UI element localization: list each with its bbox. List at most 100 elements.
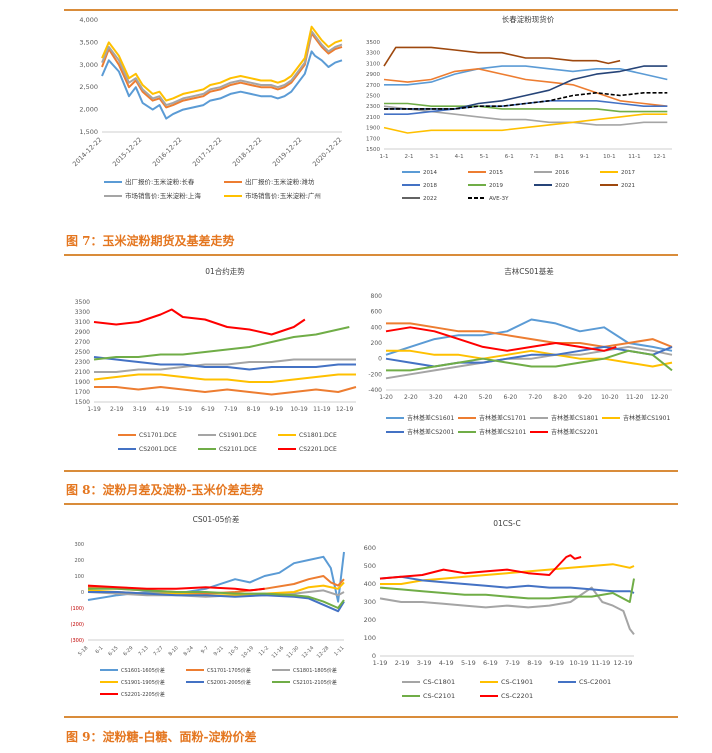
x-tick-label: 11-1 — [628, 154, 640, 160]
y-tick-label: (300) — [71, 638, 84, 644]
legend-entry: 吉林基差CS1601 — [407, 414, 454, 422]
series-line-9 — [384, 92, 668, 110]
chart-title: 01合约走势 — [205, 266, 245, 276]
legend-entry: 2015 — [489, 170, 503, 176]
y-tick-label: 2500 — [75, 349, 90, 356]
legend-entry: CS2201-2205价差 — [121, 691, 165, 698]
chart-jilin-basis: 吉林CS01基差 -400 -200 0 200 400 600 800 1-20 2-20 3-2… — [368, 266, 673, 436]
x-tick-label: 10-1 — [603, 154, 615, 160]
legend-entry: 2016 — [555, 170, 569, 176]
legend-entry: CS2101.DCE — [219, 446, 257, 453]
legend-entry: 2022 — [423, 196, 437, 202]
y-tick-label: 3,500 — [79, 38, 98, 46]
series-line-0 — [87, 551, 345, 603]
series-line-3 — [386, 349, 673, 368]
legend-entry: CS1701-1705价差 — [207, 667, 251, 674]
y-tick-label: 2300 — [366, 104, 380, 110]
series-line-2 — [379, 575, 635, 594]
y-tick-label: 3500 — [75, 299, 90, 306]
x-tick-label: 9-19 — [549, 659, 564, 667]
y-tick-label: 200 — [371, 340, 383, 347]
x-tick-label: 7-27 — [152, 645, 164, 657]
y-tick-label: 2700 — [366, 83, 380, 89]
y-tick-label: 2900 — [75, 329, 90, 336]
y-tick-label: 500 — [364, 562, 376, 570]
series-line-0 — [94, 386, 357, 396]
x-tick-label: 5-20 — [479, 394, 493, 401]
series-line-4 — [93, 326, 350, 361]
x-tick-label: 5-19 — [461, 659, 476, 667]
x-tick-label: 1-19 — [373, 659, 388, 667]
x-tick-label: 2-19 — [110, 406, 124, 413]
x-tick-label: 3-19 — [417, 659, 432, 667]
rule-8a — [64, 470, 678, 472]
legend-entry: CS1901-1905价差 — [121, 679, 165, 686]
legend-entry: CS-C2201 — [501, 692, 533, 700]
y-tick-label: 2100 — [75, 369, 90, 376]
x-tick-label: 7-20 — [528, 394, 542, 401]
x-tick-label: 11-19 — [591, 659, 610, 667]
series-line-5 — [386, 349, 673, 372]
x-tick-label: 10-19 — [569, 659, 588, 667]
x-tick-label: 9-21 — [213, 645, 225, 657]
series-line-5 — [88, 587, 345, 609]
y-tick-label: 600 — [364, 544, 376, 552]
x-tick-label: 10-19 — [290, 406, 308, 413]
legend-entry: 吉林基差CS2001 — [407, 428, 454, 436]
y-tick-label: 1500 — [75, 399, 90, 406]
legend-entry: CS1901.DCE — [219, 432, 257, 439]
x-tick-label: 12-19 — [336, 406, 354, 413]
series-line-4 — [88, 591, 345, 613]
y-tick-label: 2100 — [366, 115, 380, 121]
chart-changchun-spot: 长春淀粉现货价 1500 1700 1900 2100 2300 2500 2700 2900 3… — [366, 14, 672, 202]
legend-entry: 市场销售价:玉米淀粉:上海 — [125, 191, 201, 200]
chart-title: CS01-05价差 — [193, 514, 240, 524]
x-tick-label: 10-5 — [228, 645, 240, 657]
x-tick-label: 6-29 — [122, 645, 134, 657]
x-tick-label: 4-20 — [454, 394, 468, 401]
x-tick-label: 2020-12-22 — [311, 136, 343, 168]
rule-7 — [64, 254, 678, 256]
chart-title: 长春淀粉现货价 — [502, 14, 555, 24]
y-tick-label: 300 — [74, 542, 84, 548]
x-tick-label: 2014-12-22 — [71, 136, 103, 168]
legend-entry: 吉林基差CS1701 — [479, 414, 526, 422]
chart-title: 吉林CS01基差 — [504, 266, 554, 276]
x-tick-label: 7-19 — [505, 659, 520, 667]
x-tick-label: 11-16 — [271, 645, 286, 660]
x-tick-label: 8-1 — [555, 154, 564, 160]
series-line-1 — [386, 322, 673, 348]
x-tick-label: 5-19 — [178, 406, 192, 413]
x-tick-label: 7-13 — [137, 645, 149, 657]
y-tick-label: (100) — [71, 606, 84, 612]
series-line-4 — [379, 554, 582, 580]
legend-entry: 出厂报价:玉米淀粉:长春 — [125, 177, 195, 186]
figure-7-title: 图 7：玉米淀粉期货及基差走势 — [66, 234, 235, 248]
figure-8-title: 图 8：淀粉月差及淀粉-玉米价差走势 — [66, 483, 264, 497]
legend-entry: CS2001-2005价差 — [207, 679, 251, 686]
y-tick-label: 1,500 — [79, 128, 98, 136]
x-tick-label: 4-1 — [455, 154, 464, 160]
y-tick-label: -400 — [368, 387, 382, 394]
legend-entry: 2017 — [621, 170, 635, 176]
x-tick-label: 6-20 — [504, 394, 518, 401]
series-line-1 — [383, 68, 668, 107]
x-tick-label: 2-19 — [395, 659, 410, 667]
y-tick-label: 200 — [74, 558, 84, 564]
chart-01cs-c: 01CS-C 0 100 200 300 400 500 600 1-19 2-19 3-19 4-1… — [364, 519, 635, 700]
legend-entry: CS-C2101 — [423, 692, 455, 700]
y-tick-label: 0 — [81, 590, 84, 596]
x-tick-label: 2-1 — [405, 154, 414, 160]
y-tick-label: 1700 — [366, 136, 380, 142]
chart-starch-futures: 1,500 2,000 2,500 3,000 3,500 4,000 2014-12-22… — [71, 16, 343, 200]
x-tick-label: 8-20 — [553, 394, 567, 401]
y-tick-label: -200 — [368, 371, 382, 378]
series-line-2 — [385, 345, 673, 380]
x-tick-label: 6-1 — [505, 154, 514, 160]
series-line-3 — [93, 356, 356, 371]
x-tick-label: 9-19 — [269, 406, 283, 413]
x-tick-label: 6-1 — [94, 645, 104, 655]
legend-entry: CS-C2001 — [579, 678, 611, 686]
rule-8b — [64, 503, 678, 505]
y-tick-label: 1500 — [366, 147, 380, 153]
